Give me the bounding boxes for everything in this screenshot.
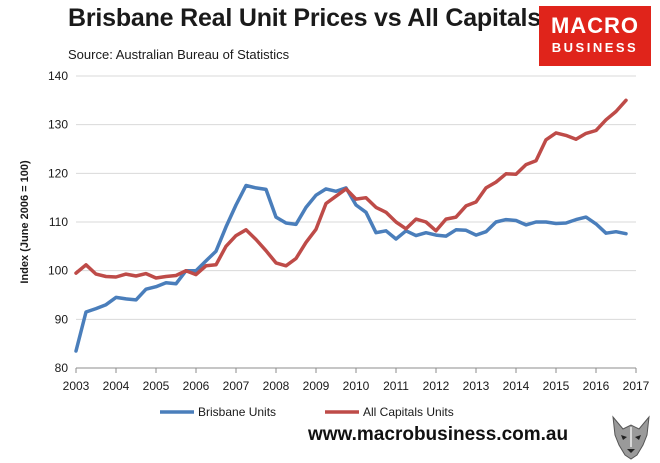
x-tick-label: 2012 xyxy=(423,379,450,393)
x-tick-label: 2011 xyxy=(383,379,409,393)
y-tick-label: 140 xyxy=(48,69,68,83)
footer-url: www.macrobusiness.com.au xyxy=(308,424,569,445)
x-tick-label: 2016 xyxy=(583,379,610,393)
y-tick-label: 100 xyxy=(48,264,68,278)
x-tick-label: 2009 xyxy=(303,379,330,393)
y-tick-label: 120 xyxy=(48,166,68,180)
y-tick-label: 110 xyxy=(49,215,68,229)
x-tick-label: 2007 xyxy=(223,379,250,393)
legend-label-all-capitals-units: All Capitals Units xyxy=(363,405,454,419)
chart-title: Brisbane Real Unit Prices vs All Capital… xyxy=(68,4,542,32)
x-tick-label: 2013 xyxy=(463,379,490,393)
x-tick-label: 2004 xyxy=(103,379,130,393)
series-line-all-capitals-units xyxy=(74,98,628,280)
x-tick-label: 2010 xyxy=(343,379,370,393)
series-line-brisbane-units xyxy=(74,183,628,353)
x-tick-label: 2008 xyxy=(263,379,290,393)
wolf-mascot-icon xyxy=(612,415,650,460)
y-tick-label: 90 xyxy=(55,312,69,326)
x-tick-label: 2006 xyxy=(183,379,210,393)
legend-label-brisbane-units: Brisbane Units xyxy=(198,405,276,419)
macrobusiness-logo: MACRO BUSINESS xyxy=(539,6,651,66)
x-tick-label: 2015 xyxy=(543,379,570,393)
logo-line-1: MACRO xyxy=(550,13,640,38)
x-tick-label: 2017 xyxy=(623,379,650,393)
chart-source: Source: Australian Bureau of Statistics xyxy=(68,47,290,62)
y-tick-label: 130 xyxy=(48,118,68,132)
x-tick-label: 2005 xyxy=(143,379,170,393)
x-tick-label: 2014 xyxy=(503,379,530,393)
logo-line-2: BUSINESS xyxy=(551,40,639,55)
y-axis-label: Index (June 2006 = 100) xyxy=(19,160,31,284)
y-tick-label: 80 xyxy=(55,361,69,375)
x-tick-label: 2003 xyxy=(63,379,90,393)
